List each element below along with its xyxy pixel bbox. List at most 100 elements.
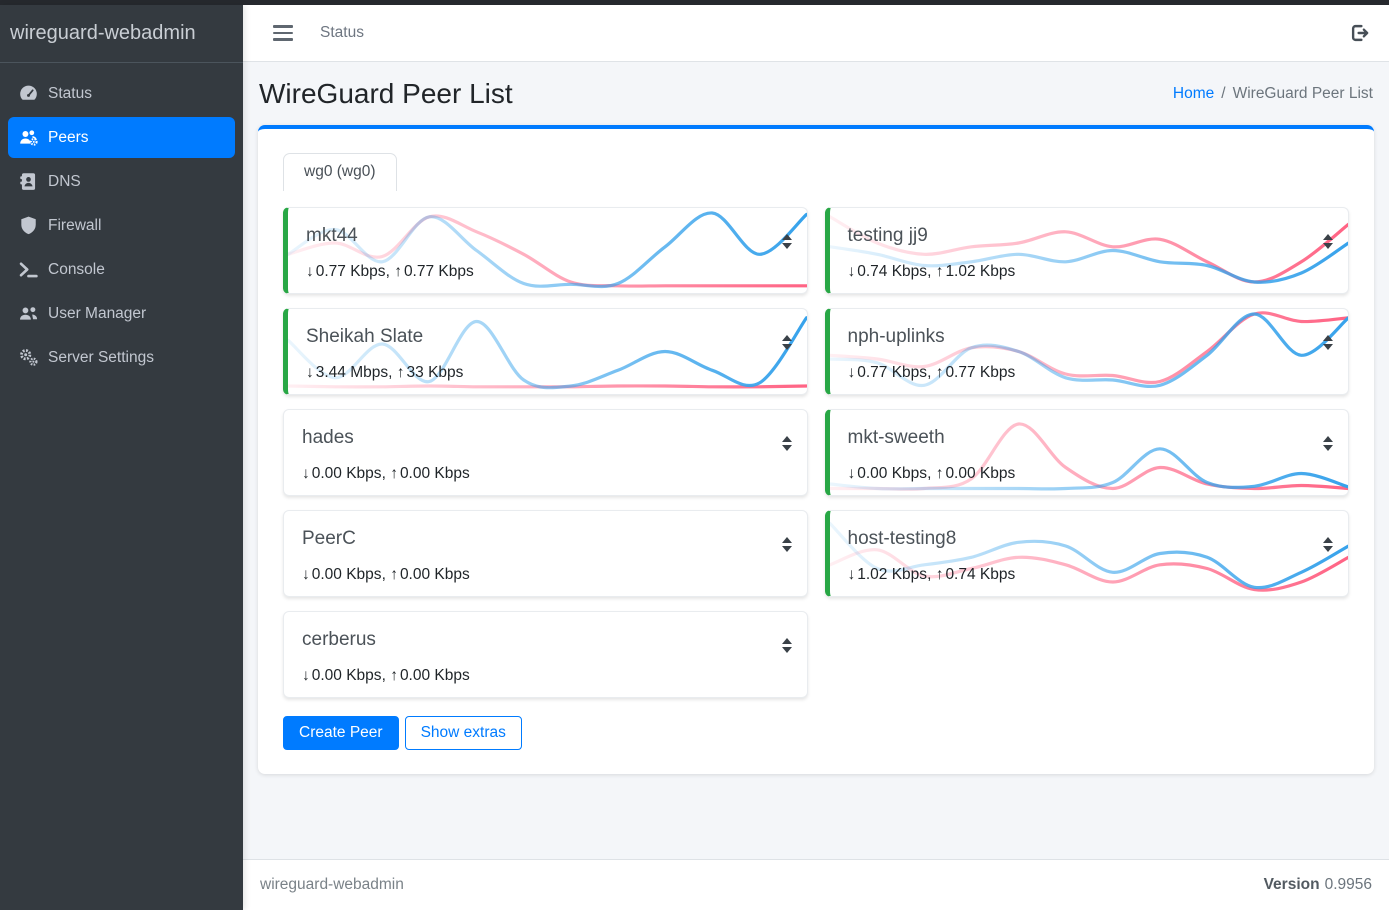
sort-handle-icon[interactable] bbox=[781, 638, 792, 653]
sort-handle-icon[interactable] bbox=[1323, 436, 1333, 451]
peer-up-value: 0.74 Kbps bbox=[945, 566, 1016, 583]
peer-name: cerberus bbox=[302, 629, 376, 650]
peer-up-value: 33 Kbps bbox=[406, 364, 464, 381]
peer-name: mkt-sweeth bbox=[847, 427, 945, 448]
peer-sparkline-chart bbox=[830, 309, 1349, 394]
peer-down-value: 1.02 Kbps bbox=[857, 566, 928, 583]
sign-out-icon[interactable] bbox=[1349, 22, 1371, 44]
sidebar-item-label: DNS bbox=[48, 172, 81, 190]
address-book-icon bbox=[18, 171, 48, 192]
peer-name: host-testing8 bbox=[847, 528, 957, 549]
terminal-icon bbox=[18, 259, 48, 280]
users-gear-icon bbox=[18, 127, 48, 148]
brand-title: wireguard-webadmin bbox=[0, 5, 243, 63]
peer-stats: ↓ 0.00 Kbps, ↑ 0.00 Kbps bbox=[847, 465, 1016, 482]
peer-up-value: 1.02 Kbps bbox=[945, 263, 1016, 280]
sidebar-item-label: Console bbox=[48, 260, 105, 278]
up-arrow-icon: ↑ bbox=[935, 566, 944, 583]
peer-name: PeerC bbox=[302, 528, 356, 549]
sidebar-item-label: User Manager bbox=[48, 304, 147, 322]
page-title: WireGuard Peer List bbox=[259, 78, 513, 109]
sort-handle-icon[interactable] bbox=[1323, 335, 1333, 350]
sidebar-item-status[interactable]: Status bbox=[8, 73, 235, 114]
sort-handle-icon[interactable] bbox=[781, 436, 792, 451]
up-arrow-icon: ↑ bbox=[390, 667, 398, 684]
peer-stats: ↓ 0.77 Kbps, ↑ 0.77 Kbps bbox=[847, 364, 1016, 381]
breadcrumb-home-link[interactable]: Home bbox=[1172, 85, 1215, 102]
footer: wireguard-webadmin Version 0.9956 bbox=[243, 859, 1389, 910]
sort-handle-icon[interactable] bbox=[1323, 537, 1333, 552]
breadcrumb-current: WireGuard Peer List bbox=[1232, 85, 1373, 102]
peer-card[interactable]: mkt-sweeth ↓ 0.00 Kbps, ↑ 0.00 Kbps bbox=[824, 409, 1349, 496]
peer-card[interactable]: mkt44 ↓ 0.77 Kbps, ↑ 0.77 Kbps bbox=[283, 207, 808, 294]
show-extras-button[interactable]: Show extras bbox=[404, 716, 522, 750]
down-arrow-icon: ↓ bbox=[847, 566, 856, 583]
up-arrow-icon: ↑ bbox=[390, 465, 398, 482]
sidebar-item-server-settings[interactable]: Server Settings bbox=[8, 337, 235, 378]
peer-stats: ↓ 0.00 Kbps, ↑ 0.00 Kbps bbox=[302, 465, 470, 482]
peer-sparkline-chart bbox=[830, 410, 1349, 495]
peer-sparkline-chart bbox=[288, 208, 807, 293]
breadcrumb-separator: / bbox=[1221, 85, 1226, 102]
sort-handle-icon[interactable] bbox=[1323, 234, 1333, 249]
sidebar-item-user-manager[interactable]: User Manager bbox=[8, 293, 235, 334]
sort-handle-icon[interactable] bbox=[781, 537, 792, 552]
up-arrow-icon: ↑ bbox=[935, 465, 944, 482]
peer-sparkline-chart bbox=[830, 208, 1349, 293]
peer-sparkline-chart bbox=[288, 309, 807, 394]
sort-handle-icon[interactable] bbox=[781, 335, 792, 350]
version-value: 0.9956 bbox=[1324, 876, 1372, 893]
peer-down-value: 0.77 Kbps bbox=[315, 263, 386, 280]
peer-down-value: 0.00 Kbps bbox=[311, 667, 382, 684]
peer-stats: ↓ 0.00 Kbps, ↑ 0.00 Kbps bbox=[302, 667, 470, 684]
peer-card[interactable]: host-testing8 ↓ 1.02 Kbps, ↑ 0.74 Kbps bbox=[824, 510, 1349, 597]
down-arrow-icon: ↓ bbox=[306, 364, 314, 381]
peer-grid: mkt44 ↓ 0.77 Kbps, ↑ 0.77 Kbps testing jj9… bbox=[283, 207, 1349, 698]
sidebar-item-firewall[interactable]: Firewall bbox=[8, 205, 235, 246]
down-arrow-icon: ↓ bbox=[302, 566, 310, 583]
peer-card[interactable]: cerberus ↓ 0.00 Kbps, ↑ 0.00 Kbps bbox=[283, 611, 808, 698]
sidebar-item-dns[interactable]: DNS bbox=[8, 161, 235, 202]
peer-down-value: 0.00 Kbps bbox=[311, 465, 382, 482]
users-icon bbox=[18, 303, 48, 324]
topbar-status-link[interactable]: Status bbox=[320, 24, 364, 41]
peer-card[interactable]: hades ↓ 0.00 Kbps, ↑ 0.00 Kbps bbox=[283, 409, 808, 496]
peer-stats: ↓ 0.77 Kbps, ↑ 0.77 Kbps bbox=[306, 263, 474, 280]
peer-up-value: 0.77 Kbps bbox=[403, 263, 474, 280]
peer-down-value: 0.77 Kbps bbox=[857, 364, 928, 381]
peer-up-value: 0.00 Kbps bbox=[399, 667, 470, 684]
version-label: Version bbox=[1263, 876, 1320, 893]
peer-card[interactable]: PeerC ↓ 0.00 Kbps, ↑ 0.00 Kbps bbox=[283, 510, 808, 597]
sidebar-item-peers[interactable]: Peers bbox=[8, 117, 235, 158]
sort-handle-icon[interactable] bbox=[781, 234, 792, 249]
tab-wg0[interactable]: wg0 (wg0) bbox=[283, 153, 397, 191]
sidebar-item-label: Server Settings bbox=[48, 348, 154, 366]
peer-card[interactable]: testing jj9 ↓ 0.74 Kbps, ↑ 1.02 Kbps bbox=[824, 207, 1349, 294]
breadcrumb: Home / WireGuard Peer List bbox=[1173, 85, 1373, 103]
menu-toggle-icon[interactable] bbox=[273, 25, 293, 41]
footer-brand: wireguard-webadmin bbox=[260, 876, 404, 893]
up-arrow-icon: ↑ bbox=[396, 364, 405, 381]
peer-list-card: wg0 (wg0) mkt44 ↓ 0.77 Kbps, ↑ 0.77 Kbps t… bbox=[258, 125, 1374, 774]
gears-icon bbox=[18, 347, 48, 368]
peer-up-value: 0.00 Kbps bbox=[399, 465, 470, 482]
peer-stats: ↓ 1.02 Kbps, ↑ 0.74 Kbps bbox=[847, 566, 1016, 583]
sidebar-item-console[interactable]: Console bbox=[8, 249, 235, 290]
sidebar-item-label: Status bbox=[48, 84, 92, 102]
peer-down-value: 0.00 Kbps bbox=[857, 465, 928, 482]
peer-name: hades bbox=[302, 427, 354, 448]
peer-up-value: 0.00 Kbps bbox=[945, 465, 1016, 482]
down-arrow-icon: ↓ bbox=[302, 465, 310, 482]
peer-down-value: 0.00 Kbps bbox=[311, 566, 382, 583]
topbar: Status bbox=[243, 5, 1389, 62]
create-peer-button[interactable]: Create Peer bbox=[283, 716, 399, 750]
up-arrow-icon: ↑ bbox=[935, 263, 944, 280]
peer-sparkline-chart bbox=[830, 511, 1349, 596]
peer-card[interactable]: Sheikah Slate ↓ 3.44 Mbps, ↑ 33 Kbps bbox=[283, 308, 808, 395]
peer-card[interactable]: nph-uplinks ↓ 0.77 Kbps, ↑ 0.77 Kbps bbox=[824, 308, 1349, 395]
up-arrow-icon: ↑ bbox=[394, 263, 402, 280]
peer-name: Sheikah Slate bbox=[306, 326, 424, 347]
peer-up-value: 0.00 Kbps bbox=[399, 566, 470, 583]
sidebar: wireguard-webadmin Status Peers DNS bbox=[0, 5, 243, 910]
down-arrow-icon: ↓ bbox=[847, 263, 856, 280]
